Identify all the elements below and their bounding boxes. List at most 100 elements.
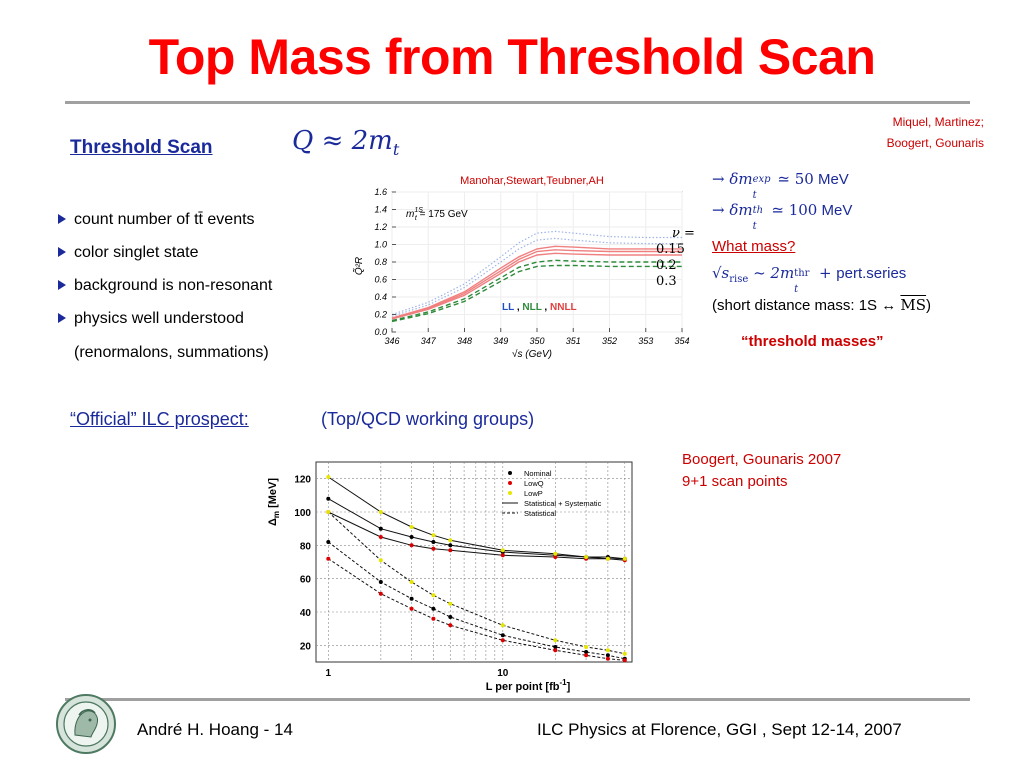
chart2-point-nominal <box>448 543 453 548</box>
chart2-point-lowp <box>409 580 414 584</box>
chart2-point-lowp <box>431 533 436 538</box>
chart1-y-tick-label: 0.2 <box>374 310 387 320</box>
exp-unit: MeV <box>813 171 849 188</box>
chart1-legend: LL , NLL , NNLL <box>502 302 577 313</box>
chart2-stat-syst-line <box>328 498 625 560</box>
bullet-item: count number of tt̄ events <box>58 210 255 230</box>
chart1-mass-sub: t <box>415 215 418 222</box>
chart1-y-tick-label: 1.2 <box>374 222 387 232</box>
rise-relation: √srise ~ 2m thr t + pert.series <box>712 264 907 295</box>
chart2-point-lowp <box>448 601 453 606</box>
chart1-x-tick-label: 349 <box>493 336 508 346</box>
chart2-point-lowq <box>500 638 505 643</box>
chart1-series-line-nnll <box>391 249 682 319</box>
chart2-legend-label: LowQ <box>524 479 544 488</box>
working-groups-label: (Top/QCD working groups) <box>321 409 535 429</box>
chart2-point-lowp <box>378 558 383 563</box>
chart1-x-tick-label: 346 <box>384 336 399 346</box>
chart2-point-lowp <box>622 556 627 561</box>
chart1-mass-value: = 175 GeV <box>417 209 468 220</box>
chart2-point-nominal <box>500 633 505 638</box>
chart2-point-lowp <box>326 510 331 514</box>
triangle-bullet-icon <box>58 214 66 224</box>
chart2-point-lowp <box>431 593 436 598</box>
chart1-legend-sep: , <box>542 302 550 313</box>
chart2-point-lowq <box>431 616 436 621</box>
nu-value: 0.2 <box>656 258 677 273</box>
chart2-points <box>326 475 627 663</box>
exp-sub: t <box>752 190 757 201</box>
credit-line-2: Boogert, Gounaris <box>886 136 984 150</box>
chart2-statistical-line <box>327 511 625 655</box>
chart2-point-lowq <box>448 623 453 628</box>
slide-title: Top Mass from Threshold Scan <box>148 29 876 85</box>
bullet-item: physics well understood <box>58 309 244 329</box>
scan-points-label: 9+1 scan points <box>682 473 788 490</box>
bullet-item: color singlet state <box>58 243 199 263</box>
chart2-point-nominal <box>448 615 453 619</box>
chart2-point-lowp <box>553 551 558 556</box>
rise-sub2: t <box>794 284 799 295</box>
rise-series: pert.series <box>836 265 907 282</box>
chart2-point-lowq <box>448 548 453 553</box>
chart2-point-lowp <box>409 525 414 529</box>
chart1-legend-sep: , <box>514 302 522 313</box>
chart2-point-lowq <box>431 546 436 551</box>
chart1-x-tick-label: 353 <box>638 336 653 346</box>
chart2-point-lowq <box>326 556 331 561</box>
what-mass-link[interactable]: What mass? <box>712 238 796 255</box>
threshold-scan-heading[interactable]: Threshold Scan <box>70 137 213 158</box>
chart1-ticks: 346 347 348 349 350 351 352 353 354 0.0 0.2 0.4 0.6 0… <box>374 187 689 346</box>
chart2-ylabel-sub: m <box>272 511 281 518</box>
triangle-bullet-icon <box>58 313 66 323</box>
chart2-point-nominal <box>409 535 414 539</box>
chart1-x-tick-label: 348 <box>457 336 472 346</box>
chart2-legend-label: Nominal <box>524 469 552 478</box>
chart2-xlabel: L per point [fb-1] <box>486 678 571 693</box>
chart1-y-tick-label: 1.6 <box>374 187 387 197</box>
chart2-ticks: 20 40 60 80 100 120 1 10 <box>294 475 508 679</box>
chart2-point-lowq <box>409 543 414 548</box>
chart1-ylabel: Q̃²R <box>352 257 365 275</box>
chart2-x-tick-label: 10 <box>497 668 509 679</box>
short-distance-ms: MS <box>900 296 927 314</box>
chart1-y-tick-label: 1.4 <box>374 205 387 215</box>
chart2-legend-marker <box>508 491 512 495</box>
chart2-stat-syst-line <box>328 511 625 561</box>
chart2-y-tick-label: 60 <box>300 575 312 586</box>
university-seal-icon <box>56 694 116 754</box>
exp-uncertainty: → δm exp t ≃ 50 MeV <box>712 170 849 201</box>
chart1-legend-nnll: NNLL <box>550 302 577 313</box>
chart2-point-lowq <box>622 658 627 663</box>
short-distance-end: ) <box>926 297 932 314</box>
footer-author: André H. Hoang - 14 <box>137 720 293 739</box>
chart1-x-tick-label: 347 <box>421 336 437 346</box>
chart2-xlabel-end: ] <box>567 681 571 693</box>
chart2-point-nominal <box>378 580 383 584</box>
chart2-xlabel-sup: -1 <box>559 678 567 687</box>
rise-plus: + <box>814 264 837 282</box>
official-ilc-prospect-link[interactable]: “Official” ILC prospect: <box>70 409 249 429</box>
chart2-point-nominal <box>326 540 331 544</box>
exp-delta: → δm <box>712 170 753 188</box>
chart2-point-lowp <box>500 548 505 553</box>
chart1-x-tick-label: 354 <box>674 336 689 346</box>
chart1-series <box>391 230 682 323</box>
chart1-series-line-nnll <box>391 252 682 320</box>
chart2-point-nominal <box>553 645 558 649</box>
footer-event: ILC Physics at Florence, GGI , Sept 12-1… <box>537 720 902 739</box>
chart2-point-lowp <box>605 648 610 653</box>
chart2-point-lowq <box>553 648 558 653</box>
triangle-bullet-icon <box>58 247 66 257</box>
chart2-legend-label: LowP <box>524 489 543 498</box>
chart2-series <box>327 476 625 661</box>
title-divider <box>65 101 970 104</box>
chart2-point-lowq <box>409 606 414 611</box>
chart2-point-lowq <box>553 555 558 559</box>
chart1-y-tick-label: 0.8 <box>374 257 387 267</box>
chart2-point-nominal <box>431 606 436 611</box>
chart2-point-nominal <box>378 526 383 531</box>
nu-label: ν = <box>672 226 695 241</box>
